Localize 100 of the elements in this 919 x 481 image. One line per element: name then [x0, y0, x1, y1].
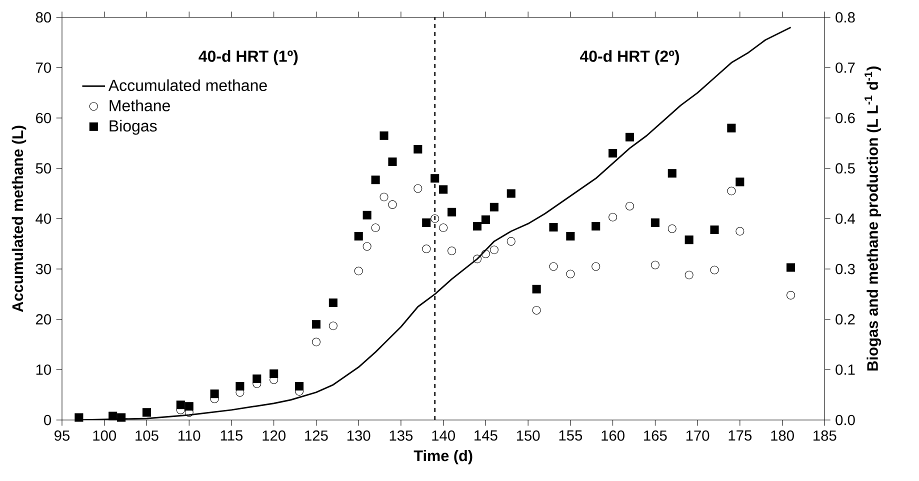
point: [472, 222, 482, 230]
y2-axis-title: Biogas and methane production (L L$^{-1}$ d$^{-1}$): [864, 66, 882, 371]
y2-tick-label: 0.5: [836, 163, 855, 174]
point: [608, 212, 618, 222]
point: [727, 124, 736, 132]
point: [786, 263, 796, 272]
point: [422, 244, 431, 254]
legend-label: Biogas: [110, 120, 157, 135]
y-tick-label: 70: [36, 62, 52, 73]
point: [736, 178, 744, 186]
point: [328, 322, 338, 330]
point: [625, 202, 634, 210]
y2-tick-label: 0.1: [836, 364, 855, 375]
x-axis-title: Time (d): [414, 450, 472, 464]
point: [592, 262, 600, 271]
point: [592, 222, 600, 230]
point: [354, 266, 363, 276]
point: [549, 262, 558, 271]
x-tick-label: 180: [771, 430, 794, 441]
point: [388, 200, 397, 209]
legend-label: Methane: [110, 100, 170, 112]
y2-tick-label: 0.7: [836, 62, 855, 73]
point: [625, 132, 634, 142]
point: [490, 202, 498, 212]
annotation: 40-d HRT (2º): [580, 50, 679, 66]
point: [650, 260, 660, 270]
point: [481, 250, 490, 258]
x-tick-label: 155: [559, 430, 582, 441]
point: [371, 223, 380, 232]
point: [430, 214, 440, 223]
point: [371, 176, 380, 184]
point: [684, 236, 694, 244]
point: [448, 246, 456, 256]
point: [117, 413, 126, 422]
point: [380, 131, 388, 140]
point: [422, 218, 431, 227]
point: [668, 169, 676, 178]
point: [710, 225, 719, 234]
point: [142, 408, 152, 417]
x-tick-label: 160: [602, 430, 624, 441]
point: [566, 232, 575, 241]
point: [549, 222, 558, 232]
legend-label: Accumulated methane: [108, 79, 267, 92]
point: [490, 246, 498, 254]
y-tick-label: 60: [36, 112, 52, 124]
x-tick-label: 115: [220, 430, 243, 441]
y-tick-label: 80: [36, 12, 52, 23]
point: [532, 306, 541, 315]
y-tick-label: 10: [36, 364, 52, 375]
point: [736, 226, 744, 236]
point: [786, 290, 796, 300]
point: [532, 284, 541, 294]
point: [312, 320, 320, 329]
y2-tick-label: 0.6: [836, 112, 855, 124]
annotation: 40-d HRT (1º): [198, 50, 298, 66]
y2-tick-label: 0.8: [836, 12, 855, 23]
point: [430, 174, 440, 183]
point: [414, 184, 422, 193]
x-tick-label: 95: [54, 430, 70, 441]
point: [252, 374, 262, 383]
point: [506, 237, 516, 246]
x-tick-label: 120: [262, 430, 286, 441]
point: [608, 148, 618, 158]
y-axis-title: Accumulated methane (L): [12, 126, 26, 312]
point: [380, 192, 388, 202]
point: [388, 158, 397, 166]
point: [481, 215, 490, 224]
y2-tick-label: 0.3: [836, 264, 855, 274]
point: [566, 270, 575, 278]
y2-tick-label: 0.0: [836, 414, 855, 426]
point: [684, 270, 694, 280]
x-tick-label: 145: [474, 430, 498, 441]
x-tick-label: 110: [178, 430, 200, 441]
point: [108, 412, 118, 420]
point: [176, 400, 185, 410]
x-tick-label: 135: [390, 430, 413, 441]
point: [727, 186, 736, 196]
point: [236, 382, 244, 391]
y-tick-label: 30: [36, 264, 52, 274]
y-tick-label: 40: [36, 213, 52, 224]
point: [414, 144, 422, 154]
point: [295, 382, 304, 391]
point: [448, 208, 456, 216]
point: [354, 232, 363, 241]
point: [362, 242, 372, 251]
x-tick-label: 150: [516, 430, 540, 441]
point: [506, 189, 516, 198]
point: [439, 185, 448, 194]
y2-tick-label: 0.4: [836, 213, 856, 224]
x-tick-label: 125: [305, 430, 328, 441]
point: [362, 210, 372, 220]
point: [184, 402, 194, 411]
x-tick-label: 140: [432, 430, 455, 441]
point: [270, 369, 278, 378]
point: [328, 298, 338, 307]
y-tick-label: 20: [36, 314, 52, 325]
x-tick-label: 100: [93, 430, 116, 441]
x-tick-label: 185: [814, 430, 836, 441]
y2-tick-label: 0.2: [836, 314, 855, 325]
point: [312, 338, 320, 346]
